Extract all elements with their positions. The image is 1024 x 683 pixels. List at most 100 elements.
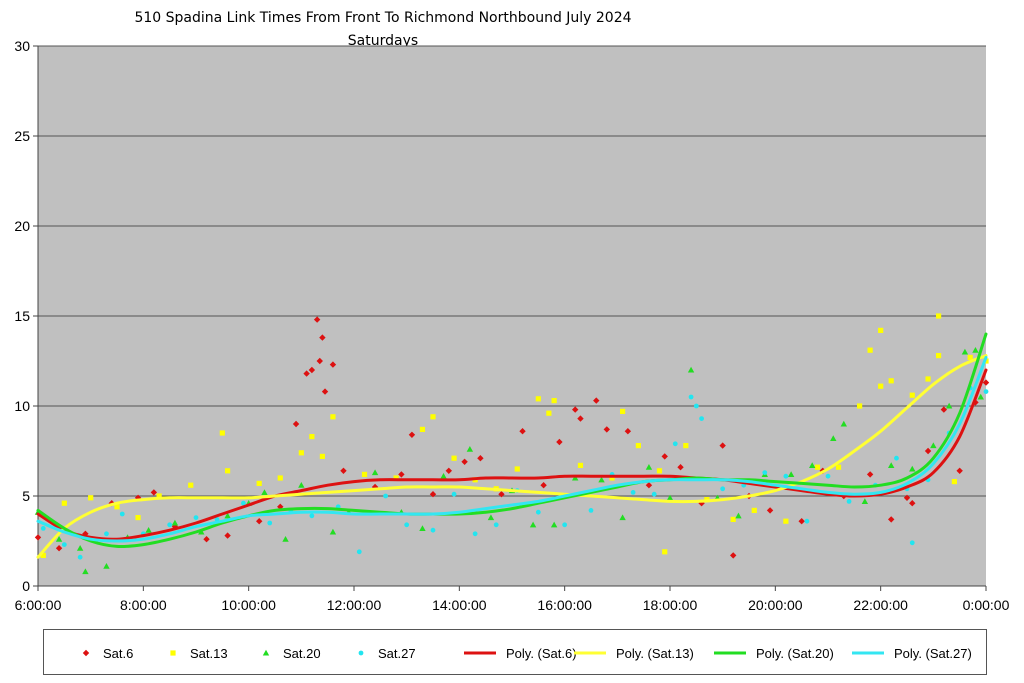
legend-marker <box>170 650 176 656</box>
point-sat-6 <box>329 361 337 368</box>
point-sat-27 <box>535 509 541 515</box>
point-sat-20 <box>619 514 626 521</box>
point-sat-13 <box>835 464 842 470</box>
point-sat-27 <box>804 518 810 524</box>
point-sat-27 <box>894 455 899 461</box>
trend-line-poly-sat-27 <box>36 355 988 543</box>
point-sat-13 <box>219 430 225 436</box>
point-sat-13 <box>361 471 368 477</box>
point-sat-6 <box>798 518 805 525</box>
point-sat-6 <box>903 494 911 501</box>
point-sat-13 <box>867 347 873 353</box>
point-sat-20 <box>466 446 474 452</box>
point-sat-20 <box>329 528 337 535</box>
point-sat-20 <box>961 348 969 355</box>
point-sat-13 <box>309 434 315 440</box>
legend-swatch <box>82 649 90 657</box>
point-sat-20 <box>687 366 695 373</box>
point-sat-6 <box>730 552 737 559</box>
point-sat-20 <box>972 347 979 353</box>
y-tick-label: 5 <box>22 488 30 504</box>
point-sat-13 <box>577 462 584 468</box>
point-sat-27 <box>762 470 768 475</box>
point-sat-6 <box>292 420 300 428</box>
y-tick-label: 25 <box>14 128 30 144</box>
point-sat-20 <box>840 420 847 427</box>
point-sat-13 <box>814 464 821 470</box>
legend-marker <box>262 649 270 656</box>
point-sat-6 <box>256 518 263 525</box>
point-sat-13 <box>878 327 884 333</box>
point-sat-13 <box>857 403 863 409</box>
point-sat-20 <box>809 462 816 468</box>
point-sat-13 <box>546 410 552 416</box>
legend-label: Sat.13 <box>190 645 228 661</box>
point-sat-27 <box>825 473 831 479</box>
legend-label: Sat.27 <box>378 645 416 661</box>
point-sat-20 <box>598 476 605 483</box>
point-sat-6 <box>924 447 932 455</box>
point-sat-13 <box>783 518 789 524</box>
point-sat-13 <box>225 468 231 474</box>
point-sat-13 <box>277 475 283 481</box>
point-sat-6 <box>593 397 600 404</box>
point-sat-20 <box>419 525 426 531</box>
legend: Sat.6 Sat.13 Sat.20 Sat.27 Poly. (Sat.6) Poly… <box>43 629 987 675</box>
point-sat-6 <box>313 316 321 323</box>
point-sat-6 <box>303 370 310 377</box>
point-sat-13 <box>662 549 668 555</box>
legend-label: Poly. (Sat.6) <box>506 645 577 661</box>
point-sat-27 <box>356 549 362 555</box>
point-sat-13 <box>40 552 46 558</box>
point-sat-6 <box>888 516 895 523</box>
point-sat-27 <box>77 554 83 560</box>
point-sat-13 <box>256 480 262 486</box>
x-tick-label: 6:00:00 <box>15 597 62 613</box>
legend-label: Sat.6 <box>103 645 134 661</box>
point-sat-27 <box>846 499 852 504</box>
legend-swatch <box>714 651 746 655</box>
point-sat-27 <box>267 520 273 526</box>
point-sat-27 <box>430 527 436 533</box>
point-sat-13 <box>909 392 915 398</box>
point-sat-20 <box>572 474 579 481</box>
point-sat-13 <box>88 495 94 501</box>
point-sat-13 <box>319 453 325 459</box>
x-tick-label: 0:00:00 <box>963 597 1010 613</box>
point-sat-20 <box>261 489 268 495</box>
trend-line-poly-sat-13 <box>36 354 988 559</box>
point-sat-13 <box>535 396 541 402</box>
point-sat-6 <box>661 453 668 460</box>
point-sat-20 <box>76 545 84 551</box>
legend-marker <box>82 649 90 657</box>
point-sat-13 <box>298 450 304 456</box>
series-sat-6 <box>34 316 990 559</box>
y-tick-label: 0 <box>22 578 30 594</box>
point-sat-6 <box>956 467 963 474</box>
x-tick-label: 20:00:00 <box>748 597 803 613</box>
point-sat-13 <box>419 426 426 432</box>
point-sat-20 <box>861 498 869 504</box>
point-sat-27 <box>451 491 457 497</box>
point-sat-13 <box>730 516 736 522</box>
legend-swatch <box>464 651 496 655</box>
x-axis-ticks: 6:00:00 8:00:00 10:00:00 12:00:00 14:00:00 16… <box>15 586 1010 613</box>
point-sat-6 <box>719 442 726 449</box>
legend-label: Sat.20 <box>283 645 321 661</box>
point-sat-27 <box>104 531 109 537</box>
y-tick-label: 30 <box>14 38 30 54</box>
point-sat-13 <box>967 354 973 360</box>
y-axis-ticks: 0 5 10 15 20 25 30 <box>14 38 38 594</box>
point-sat-6 <box>203 536 210 543</box>
y-tick-label: 20 <box>14 218 30 234</box>
point-sat-13 <box>683 443 689 449</box>
legend-item-poly-sat-20: Poly. (Sat.20) <box>714 644 834 662</box>
point-sat-20 <box>977 393 984 400</box>
x-tick-label: 18:00:00 <box>643 597 698 613</box>
point-sat-13 <box>878 383 884 389</box>
point-sat-6 <box>445 467 452 474</box>
point-sat-6 <box>909 500 916 507</box>
point-sat-13 <box>330 414 336 420</box>
chart-title: 510 Spadina Link Times From Front To Ric… <box>134 10 631 26</box>
point-sat-27 <box>588 508 594 513</box>
